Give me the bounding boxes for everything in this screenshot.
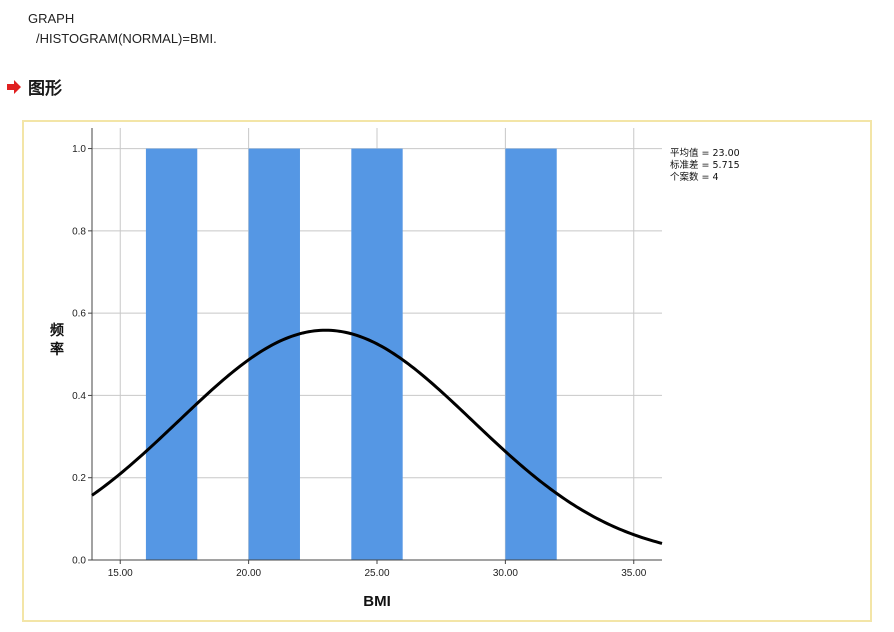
y-tick-label: 0.0	[72, 556, 86, 567]
red-arrow-icon	[7, 79, 21, 94]
x-axis-title: BMI	[363, 593, 391, 610]
output-section-header[interactable]: 图形	[6, 74, 62, 99]
y-tick-label: 0.8	[72, 226, 86, 237]
syntax-line-1: GRAPH	[28, 11, 75, 26]
chart-frame: 0.0 0.2 0.4 0.6 0.8 1.0 15.00 20.00 25.00 30.00 35…	[22, 120, 872, 622]
stats-sd: 标准差 = 5.715	[670, 159, 740, 171]
y-axis-title-char-1: 频	[50, 322, 64, 339]
x-tick-label: 25.00	[364, 568, 389, 579]
histogram-bar-1	[145, 148, 198, 561]
ticks-layer: 0.0 0.2 0.4 0.6 0.8 1.0 15.00 20.00 25.00 30.00 35…	[72, 144, 647, 579]
x-tick-label: 35.00	[621, 568, 646, 579]
y-axis-title-char-2: 率	[50, 341, 64, 358]
x-tick-label: 30.00	[493, 568, 518, 579]
histogram-chart: 0.0 0.2 0.4 0.6 0.8 1.0 15.00 20.00 25.00 30.00 35…	[50, 128, 740, 610]
y-tick-label: 0.2	[72, 473, 86, 484]
y-tick-label: 0.4	[72, 391, 86, 402]
syntax-line-2: /HISTOGRAM(NORMAL)=BMI.	[36, 31, 217, 46]
normal-curve	[91, 328, 663, 545]
syntax-block: GRAPH /HISTOGRAM(NORMAL)=BMI.	[28, 9, 217, 49]
y-tick-label: 0.6	[72, 309, 86, 320]
stats-mean: 平均值 = 23.00	[670, 147, 740, 159]
stats-n: 个案数 = 4	[670, 171, 719, 183]
section-title: 图形	[28, 79, 62, 99]
y-tick-label: 1.0	[72, 144, 86, 155]
x-tick-label: 20.00	[236, 568, 261, 579]
bars-layer	[145, 148, 557, 561]
histogram-bar-4	[505, 148, 557, 561]
x-tick-label: 15.00	[108, 568, 133, 579]
